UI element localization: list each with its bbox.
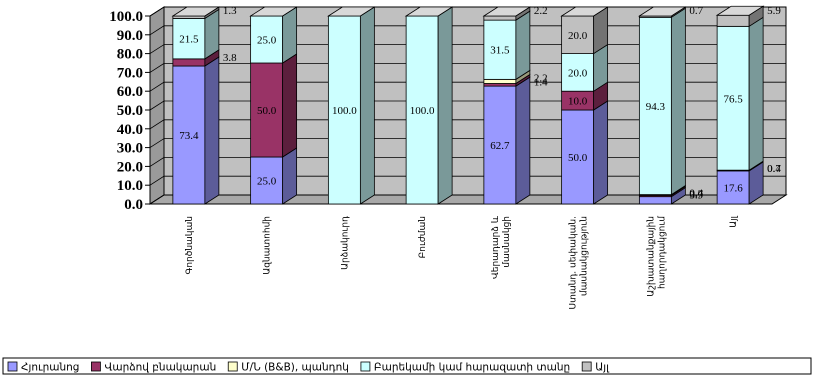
bar-segment-side bbox=[282, 53, 298, 158]
data-label: 0.7 bbox=[689, 188, 703, 200]
bar-segment-front bbox=[483, 78, 517, 84]
legend-label: Վարձով բնակարան bbox=[104, 362, 216, 374]
data-label: 100.0 bbox=[410, 105, 435, 117]
bar-segment-front bbox=[172, 58, 206, 67]
bar-top bbox=[638, 6, 687, 17]
bar-segment-side bbox=[282, 6, 298, 64]
data-label: 25.0 bbox=[257, 176, 277, 188]
bar-segment-front bbox=[327, 15, 361, 205]
bar-segment-side bbox=[515, 10, 531, 81]
data-label: 94.3 bbox=[646, 101, 666, 113]
legend-swatch bbox=[91, 361, 101, 372]
bar-top bbox=[249, 6, 298, 17]
legend-swatch bbox=[581, 361, 592, 372]
y-tick-label: 30.0 bbox=[117, 141, 143, 157]
bar-segment-side bbox=[359, 6, 375, 205]
bar-top bbox=[327, 6, 376, 17]
legend-box bbox=[2, 357, 812, 375]
bar-segment-side bbox=[437, 6, 453, 205]
bar-top bbox=[715, 5, 765, 16]
y-tick-label: 100.0 bbox=[109, 9, 143, 25]
y-tick-label: 40.0 bbox=[117, 122, 143, 138]
data-label: 2.2 bbox=[534, 5, 548, 17]
category-label: Գործնական bbox=[185, 216, 195, 274]
data-label: 20.0 bbox=[568, 30, 588, 42]
bar-top bbox=[171, 6, 221, 17]
y-tick-label: 50.0 bbox=[117, 103, 143, 119]
bar-segment-side bbox=[515, 76, 531, 205]
data-label: 3.9 bbox=[689, 190, 703, 202]
bar-segment-side bbox=[204, 56, 220, 205]
category-label: մասնակցի bbox=[502, 216, 512, 268]
data-label: 0.7 bbox=[767, 163, 781, 175]
bar-segment-side bbox=[593, 100, 609, 205]
data-label: 62.7 bbox=[490, 140, 510, 152]
data-label: 31.5 bbox=[490, 45, 510, 57]
data-label: 0.4 bbox=[767, 163, 781, 175]
bar-segment-front bbox=[638, 196, 672, 205]
legend-swatch bbox=[7, 361, 18, 372]
bar-top bbox=[560, 6, 609, 17]
data-label: 73.4 bbox=[179, 130, 199, 142]
y-tick-label: 10.0 bbox=[117, 178, 143, 194]
chart-walls bbox=[148, 6, 788, 205]
data-label: 21.5 bbox=[179, 34, 199, 46]
bar-segment-front bbox=[483, 85, 517, 205]
legend-label: Բարեկամի կամ հարազատի տանը bbox=[374, 362, 570, 374]
bar-segment-front bbox=[405, 15, 439, 205]
x-axis-categories: Գործնական Ազնատոհմի Արձակուրդ Բուժման Վերադա… bbox=[185, 215, 739, 309]
category-label: մասնակցություն bbox=[580, 216, 590, 296]
bar-top bbox=[404, 6, 454, 17]
y-tick-label: 0.0 bbox=[124, 197, 143, 213]
data-label: 0.7 bbox=[689, 5, 703, 17]
bar-segment-front bbox=[250, 62, 284, 158]
category-label: Արձակուրդ bbox=[340, 216, 350, 270]
data-label: 3.8 bbox=[223, 52, 237, 64]
bar-segment-front bbox=[250, 156, 284, 205]
data-label: 5.9 bbox=[767, 5, 781, 17]
bar-segment-front bbox=[172, 65, 206, 205]
data-label: 17.6 bbox=[724, 182, 744, 194]
category-label: հաղորդակցում bbox=[657, 216, 667, 289]
data-label: 1.4 bbox=[534, 76, 548, 88]
y-tick-label: 20.0 bbox=[117, 159, 143, 175]
y-tick-label: 70.0 bbox=[117, 65, 143, 81]
y-tick-label: 80.0 bbox=[117, 47, 143, 63]
y-tick-label: 60.0 bbox=[117, 84, 143, 100]
category-label: Վերադարձ և bbox=[491, 215, 501, 279]
legend-label: Այլ bbox=[595, 362, 610, 374]
category-label: Ստանդ. սեփական. bbox=[569, 216, 579, 310]
data-label: 100.0 bbox=[332, 105, 357, 117]
data-label: 76.5 bbox=[724, 93, 744, 105]
data-label: 0.4 bbox=[689, 188, 703, 200]
bar-segment-side bbox=[670, 7, 686, 196]
data-label: 2.2 bbox=[534, 72, 548, 84]
category-label: Բուժման bbox=[418, 216, 428, 258]
bar-segment-front bbox=[716, 14, 750, 27]
legend: Հյուրանոց Վարձով բնակարան Մ/Ն (B&B), պանդո… bbox=[2, 357, 812, 375]
bar-segment-side bbox=[282, 147, 298, 205]
data-label: 25.0 bbox=[257, 35, 277, 47]
value-labels: 73.4 3.8 21.5 1.3 25.0 50.0 25.0 100.0 100.0 62.7… bbox=[179, 5, 781, 202]
bar-segment-side bbox=[748, 16, 764, 171]
y-tick-label: 90.0 bbox=[117, 28, 143, 44]
legend-swatch bbox=[227, 361, 238, 372]
bars bbox=[171, 5, 765, 205]
data-label: 20.0 bbox=[568, 67, 588, 79]
bar-segment-front bbox=[638, 16, 672, 195]
category-label: Այլ bbox=[729, 215, 739, 227]
legend-label: Հյուրանոց bbox=[21, 362, 79, 374]
data-label: 1.3 bbox=[223, 5, 237, 17]
legend-swatch bbox=[360, 361, 371, 372]
legend-label: Մ/Ն (B&B), պանդոկ bbox=[241, 362, 349, 374]
data-label: 10.0 bbox=[568, 96, 588, 108]
data-label: 50.0 bbox=[568, 152, 588, 164]
data-label: 50.0 bbox=[257, 105, 277, 117]
bar-top bbox=[482, 6, 532, 17]
bar-segment-front bbox=[483, 19, 517, 80]
category-label: Աշխատանքային bbox=[646, 216, 656, 297]
bar-segment-front bbox=[483, 15, 517, 21]
category-label: Ազնատոհմի bbox=[263, 216, 273, 275]
